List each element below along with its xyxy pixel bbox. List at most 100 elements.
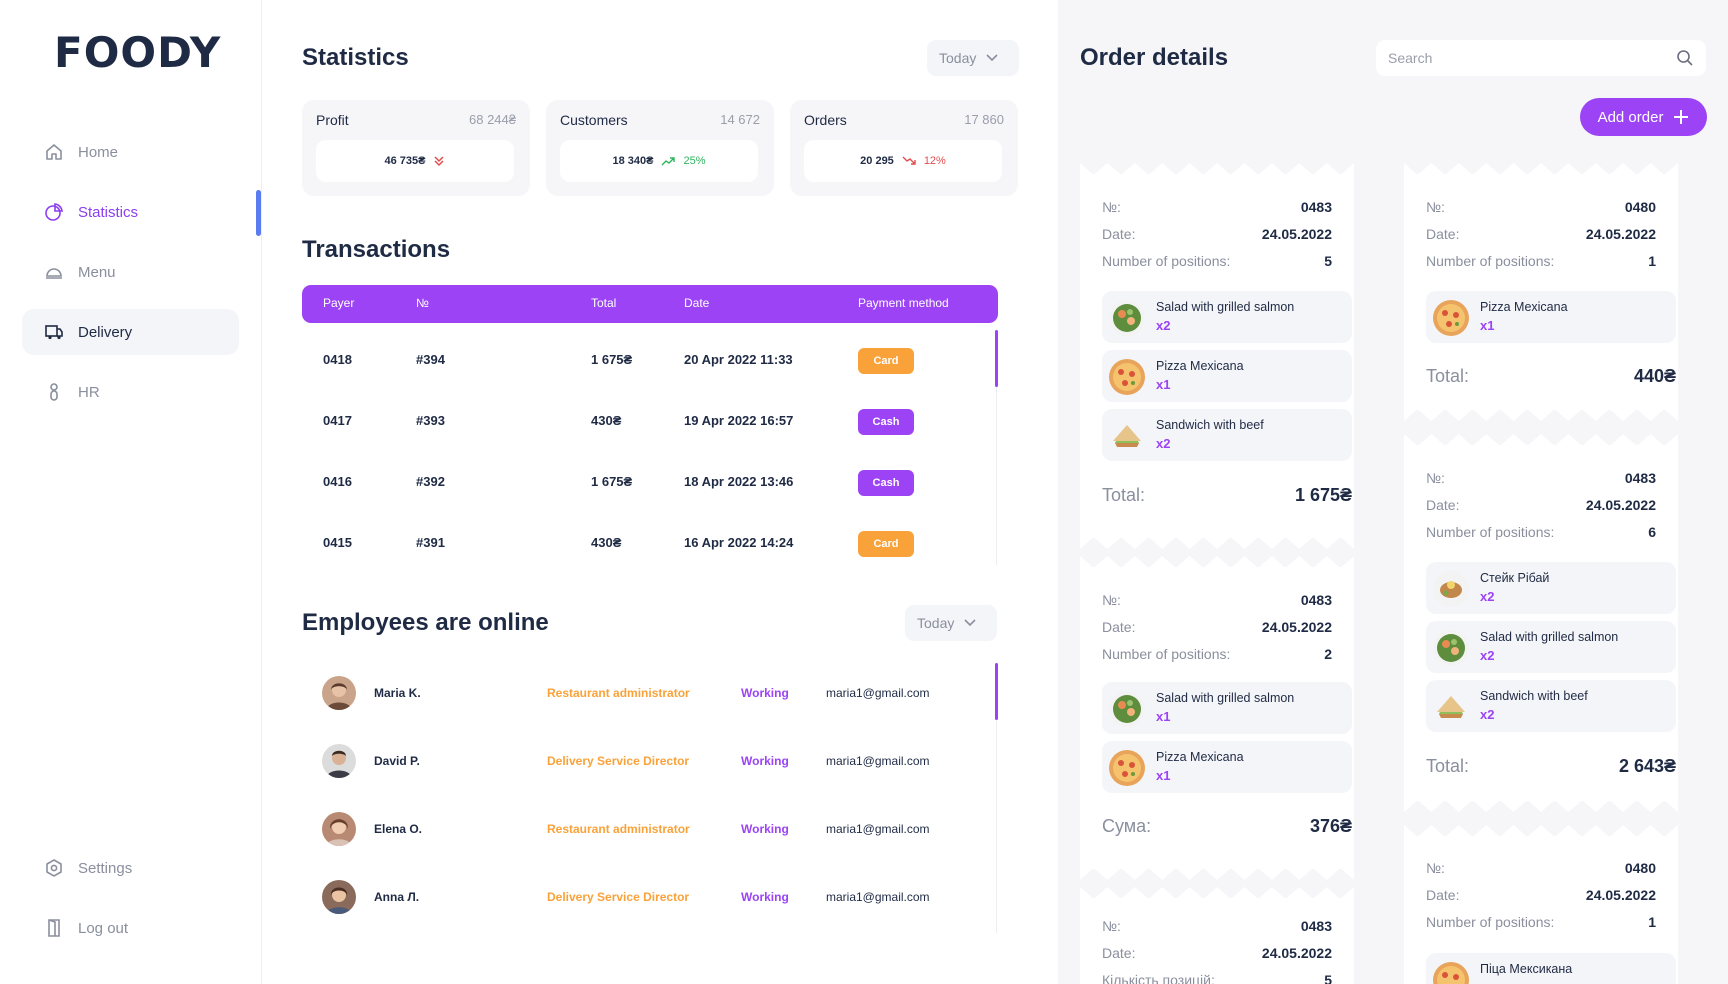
ticket-zigzag-top bbox=[1404, 434, 1678, 446]
order-item: Salad with grilled salmon x1 bbox=[1102, 682, 1352, 734]
col-payment-method: Payment method bbox=[858, 296, 949, 310]
card-label: Profit bbox=[316, 112, 349, 128]
item-qty: x2 bbox=[1480, 707, 1495, 722]
item-name: Salad with grilled salmon bbox=[1156, 300, 1295, 314]
item-name: Salad with grilled salmon bbox=[1156, 691, 1295, 705]
item-name: Sandwich with beef bbox=[1480, 689, 1588, 703]
employees-scrollbar[interactable] bbox=[995, 663, 998, 720]
card-label: Customers bbox=[560, 112, 628, 128]
sidebar-item-label: Log out bbox=[78, 919, 129, 937]
employees-period-select[interactable]: Today bbox=[905, 605, 997, 641]
sidebar-item-settings[interactable]: Settings bbox=[22, 845, 239, 891]
order-total: Сума: 376₴ bbox=[1102, 816, 1352, 836]
employee-role: Delivery Service Director bbox=[547, 890, 690, 904]
order-item: Pizza Mexicana x1 bbox=[1102, 350, 1352, 402]
salad-image bbox=[1433, 630, 1469, 666]
avatar bbox=[322, 880, 356, 914]
sidebar-item-statistics[interactable]: Statistics bbox=[22, 189, 239, 235]
list-item[interactable]: Maria K. Restaurant administrator Workin… bbox=[322, 673, 992, 713]
cell-payer: 0418 bbox=[323, 352, 352, 367]
sidebar-item-delivery[interactable]: Delivery bbox=[22, 309, 239, 355]
pizza-image bbox=[1433, 300, 1469, 336]
transactions-title: Transactions bbox=[302, 236, 451, 263]
order-date: Date: 24.05.2022 bbox=[1102, 619, 1332, 635]
pie-chart-icon bbox=[44, 202, 64, 222]
list-item[interactable]: Elena O. Restaurant administrator Workin… bbox=[322, 809, 992, 849]
employee-email: maria1@gmail.com bbox=[826, 754, 930, 768]
cell-date: 16 Apr 2022 14:24 bbox=[684, 535, 794, 550]
item-qty: x2 bbox=[1480, 589, 1495, 604]
order-ticket[interactable]: №: 0483 Date: 24.05.2022 Кількість позицій… bbox=[1080, 887, 1354, 984]
ticket-zigzag-top bbox=[1080, 163, 1354, 175]
pizza-image bbox=[1109, 359, 1145, 395]
sandwich-image bbox=[1437, 696, 1465, 718]
order-item: Salad with grilled salmon x2 bbox=[1426, 621, 1676, 673]
period-value: Today bbox=[917, 615, 955, 631]
card-total: 14 672 bbox=[720, 112, 760, 127]
card-total: 68 244₴ bbox=[469, 112, 516, 127]
list-item[interactable]: David P. Delivery Service Director Worki… bbox=[322, 741, 992, 781]
cell-number: #394 bbox=[416, 352, 445, 367]
item-qty: x1 bbox=[1156, 709, 1171, 724]
sidebar-item-label: Home bbox=[78, 143, 119, 161]
employee-email: maria1@gmail.com bbox=[826, 686, 930, 700]
order-ticket[interactable]: №: 0483 Date: 24.05.2022 Number of positio… bbox=[1080, 556, 1354, 880]
item-name: Salad with grilled salmon bbox=[1480, 630, 1619, 644]
ticket-zigzag-top bbox=[1080, 556, 1354, 568]
card-value-box: 18 340₴ 25% bbox=[560, 140, 758, 182]
employee-status: Working bbox=[741, 890, 789, 904]
employee-name: David P. bbox=[374, 754, 420, 768]
add-order-button[interactable]: Add order bbox=[1580, 98, 1707, 136]
table-row[interactable]: 0417 #393 430₴ 19 Apr 2022 16:57 Cash bbox=[302, 401, 992, 441]
employee-role: Restaurant administrator bbox=[547, 822, 690, 836]
profit-card: Profit 68 244₴ 46 735₴ bbox=[302, 100, 530, 196]
pizza-image bbox=[1433, 962, 1469, 984]
search-input[interactable]: Search bbox=[1376, 40, 1706, 76]
sidebar-item-menu[interactable]: Menu bbox=[22, 249, 239, 295]
person-icon bbox=[44, 382, 64, 402]
card-value-box: 46 735₴ bbox=[316, 140, 514, 182]
transactions-scrollbar[interactable] bbox=[995, 330, 998, 387]
employee-email: maria1@gmail.com bbox=[826, 822, 930, 836]
order-details-title: Order details bbox=[1080, 44, 1229, 71]
table-row[interactable]: 0416 #392 1 675₴ 18 Apr 2022 13:46 Cash bbox=[302, 462, 992, 502]
list-item[interactable]: Anna Л. Delivery Service Director Workin… bbox=[322, 877, 992, 917]
chevron-down-icon bbox=[986, 54, 998, 62]
employees-scroll-track bbox=[996, 663, 997, 933]
payment-badge: Card bbox=[858, 531, 914, 557]
salad-image bbox=[1109, 300, 1145, 336]
card-change: 25% bbox=[683, 155, 706, 167]
statistics-period-select[interactable]: Today bbox=[927, 40, 1019, 76]
cell-date: 18 Apr 2022 13:46 bbox=[684, 474, 794, 489]
order-total: Total: 1 675₴ bbox=[1102, 485, 1352, 505]
cell-total: 430₴ bbox=[591, 535, 622, 550]
sidebar-item-logout[interactable]: Log out bbox=[22, 905, 239, 951]
col-date: Date bbox=[684, 296, 710, 310]
table-row[interactable]: 0418 #394 1 675₴ 20 Apr 2022 11:33 Card bbox=[302, 340, 992, 380]
employee-name: Elena O. bbox=[374, 822, 423, 836]
item-name: Pizza Mexicana bbox=[1156, 359, 1244, 373]
ticket-zigzag-bottom bbox=[1080, 868, 1354, 880]
sidebar-item-hr[interactable]: HR bbox=[22, 369, 239, 415]
order-date: Date: 24.05.2022 bbox=[1102, 226, 1332, 242]
item-qty: x2 bbox=[1480, 648, 1495, 663]
order-number: №: 0483 bbox=[1102, 918, 1332, 934]
customers-card: Customers 14 672 18 340₴ 25% bbox=[546, 100, 774, 196]
card-value-box: 20 295 12% bbox=[804, 140, 1002, 182]
employee-name: Maria K. bbox=[374, 686, 421, 700]
ticket-zigzag-top bbox=[1080, 887, 1354, 899]
order-date: Date: 24.05.2022 bbox=[1426, 497, 1656, 513]
avatar bbox=[322, 744, 356, 778]
order-ticket[interactable]: №: 0483 Date: 24.05.2022 Number of positio… bbox=[1080, 163, 1354, 549]
order-ticket[interactable]: №: 0480 Date: 24.05.2022 Number of positio… bbox=[1404, 825, 1678, 984]
add-order-label: Add order bbox=[1597, 108, 1664, 126]
item-qty: x1 bbox=[1156, 377, 1171, 392]
col-payer: Payer bbox=[323, 296, 355, 310]
order-positions: Кількість позицій: 5 bbox=[1102, 972, 1332, 984]
card-value: 18 340₴ bbox=[612, 155, 654, 167]
order-ticket[interactable]: №: 0480 Date: 24.05.2022 Number of positio… bbox=[1404, 163, 1678, 421]
table-row[interactable]: 0415 #391 430₴ 16 Apr 2022 14:24 Card bbox=[302, 523, 992, 563]
order-positions: Number of positions: 2 bbox=[1102, 646, 1332, 662]
order-ticket[interactable]: №: 0483 Date: 24.05.2022 Number of positio… bbox=[1404, 434, 1678, 812]
sidebar-item-home[interactable]: Home bbox=[22, 129, 239, 175]
